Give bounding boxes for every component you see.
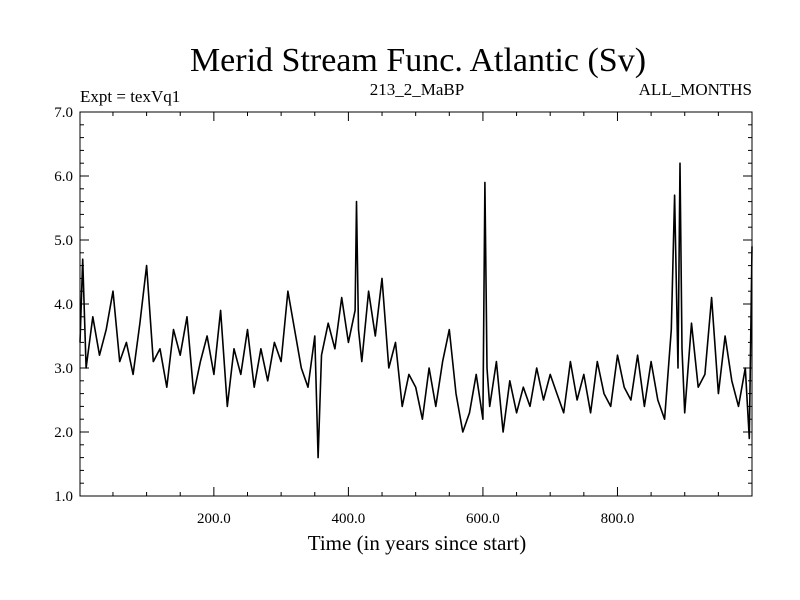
y-tick-label: 1.0 [54,489,73,505]
series-line [79,162,753,459]
y-tick-label: 6.0 [54,169,73,185]
y-tick-label: 3.0 [54,361,73,377]
x-tick-label: 600.0 [466,511,500,527]
y-tick-label: 2.0 [54,425,73,441]
experiment-label: Expt = texVq1 [80,87,180,106]
axis-ticks: 1.0 2.0 3.0 4.0 5.0 6.0 7.0 200.0 400.0 600.0 800.… [54,105,752,527]
x-tick-label: 200.0 [197,511,231,527]
run-label: 213_2_MaBP [370,80,464,99]
y-tick-label: 7.0 [54,105,73,121]
series-layer [79,162,753,459]
months-label: ALL_MONTHS [639,80,752,99]
x-tick-label: 400.0 [332,511,366,527]
y-tick-label: 5.0 [54,233,73,249]
chart-title: Merid Stream Func. Atlantic (Sv) [190,42,646,79]
y-tick-label: 4.0 [54,297,73,313]
plot-frame [79,111,753,497]
x-tick-label: 800.0 [601,511,635,527]
x-axis-label: Time (in years since start) [308,531,527,555]
